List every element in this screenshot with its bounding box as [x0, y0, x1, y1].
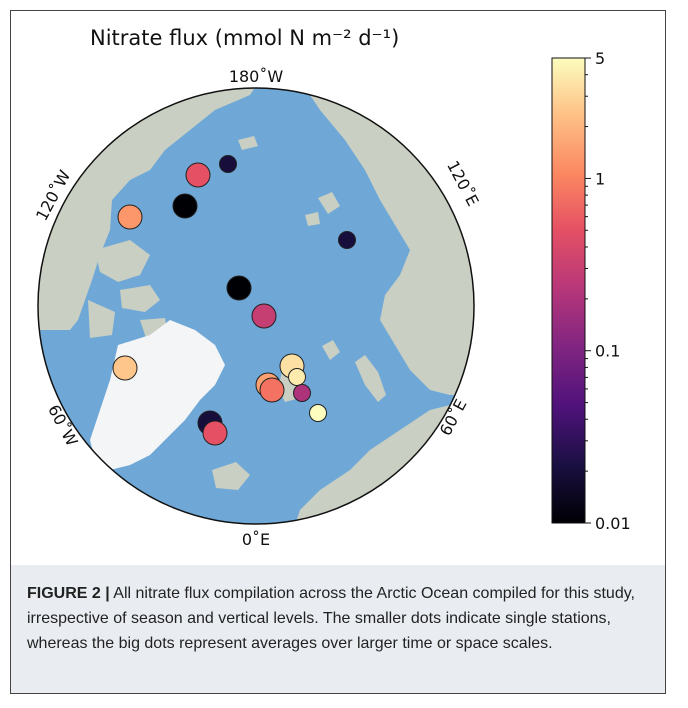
station-marker-small [338, 231, 356, 249]
canadian-archipelago [88, 240, 168, 350]
station-marker-big [185, 162, 211, 188]
lon-label-bottom: 0˚E [242, 530, 270, 549]
map-title: Nitrate flux (mmol N m⁻² d⁻¹) [90, 26, 400, 50]
station-marker-small [219, 155, 237, 173]
colorbar: 5 1 0.1 0.01 [551, 49, 631, 533]
colorbar-tick-label: 0.1 [595, 342, 620, 361]
caption-label: FIGURE 2 | [27, 585, 110, 602]
station-marker-big [259, 377, 285, 403]
new-siberian-islands [305, 192, 340, 226]
colorbar-gradient [551, 57, 586, 524]
station-marker-small [293, 384, 311, 402]
station-marker-small [288, 368, 306, 386]
station-marker-big [117, 204, 143, 230]
franz-josef-land [322, 340, 340, 360]
lon-label-upper-right: 120˚E [443, 157, 483, 209]
lon-label-top: 180˚W [229, 67, 284, 86]
station-markers [112, 155, 356, 446]
station-marker-small [309, 404, 327, 422]
station-marker-big [226, 275, 252, 301]
iceland [212, 462, 250, 490]
map-boundary [37, 87, 475, 525]
arctic-map: 180˚W 0˚E 120˚W 120˚E 60˚W 60˚E 510.10.0… [32, 49, 631, 549]
station-marker-big [202, 420, 228, 446]
station-marker-big [112, 355, 138, 381]
station-marker-big [251, 303, 277, 329]
colorbar-tick-label: 0.01 [595, 514, 631, 533]
colorbar-tick-label: 1 [595, 169, 605, 188]
wrangel-island [238, 136, 258, 150]
station-marker-big [172, 193, 198, 219]
colorbar-tick-label: 5 [595, 49, 605, 68]
novaya-zemlya [355, 355, 386, 402]
figure-caption: FIGURE 2 | All nitrate flux compilation … [11, 565, 665, 693]
caption-text: All nitrate flux compilation across the … [27, 585, 635, 652]
